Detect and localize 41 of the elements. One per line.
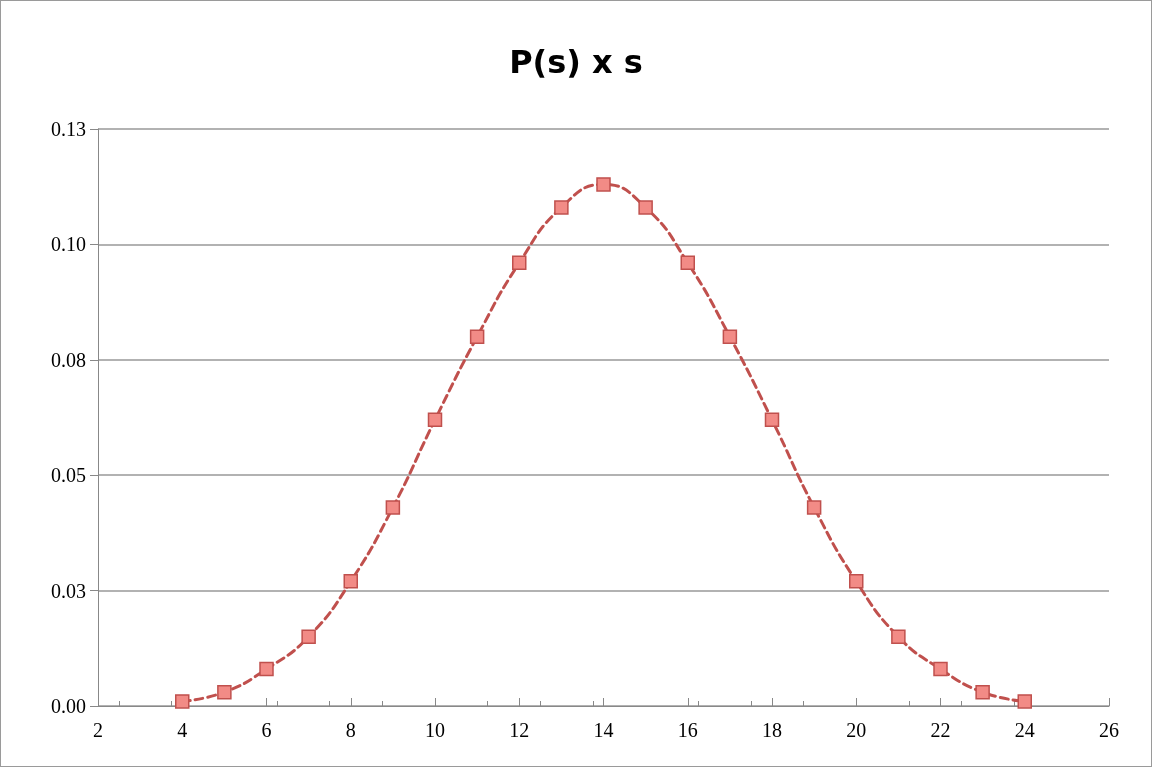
point	[933, 661, 948, 677]
chart-title: P(s) x s	[509, 43, 643, 81]
x-tick-label: 12	[509, 719, 530, 741]
point	[301, 629, 316, 645]
point	[385, 500, 401, 515]
x-tick-label: 14	[593, 719, 614, 741]
point	[343, 574, 358, 589]
point	[217, 684, 232, 700]
point	[680, 255, 695, 271]
x-tick-label: 20	[846, 719, 867, 741]
point	[1017, 694, 1032, 709]
point	[175, 694, 190, 709]
point	[891, 629, 906, 645]
x-tick-label: 26	[1099, 719, 1119, 741]
x-tick-label: 10	[425, 719, 445, 741]
x-tick-label: 24	[1014, 719, 1035, 741]
x-tick-label: 2	[93, 719, 103, 741]
y-tick-label: 0.08	[51, 348, 86, 371]
x-tick-label: 16	[677, 719, 698, 741]
point	[596, 177, 611, 192]
x-tick-label: 22	[930, 719, 951, 741]
point	[554, 200, 569, 215]
point	[975, 684, 990, 700]
y-tick-label: 0.03	[51, 579, 86, 602]
point	[512, 255, 527, 271]
point	[427, 412, 443, 428]
y-tick-label: 0.00	[51, 695, 86, 717]
point	[638, 200, 653, 215]
x-tick-label: 18	[762, 719, 782, 741]
point	[764, 412, 780, 428]
x-tick-label: 6	[261, 719, 272, 741]
point	[259, 661, 274, 677]
x-tick-label: 4	[177, 719, 188, 741]
y-tick-label: 0.10	[51, 233, 86, 256]
point	[806, 500, 822, 515]
y-tick-label: 0.13	[51, 118, 86, 140]
point	[469, 329, 485, 344]
x-tick-label: 8	[345, 719, 356, 741]
y-tick-label: 0.05	[51, 464, 86, 487]
point	[849, 574, 864, 589]
point	[722, 329, 738, 344]
